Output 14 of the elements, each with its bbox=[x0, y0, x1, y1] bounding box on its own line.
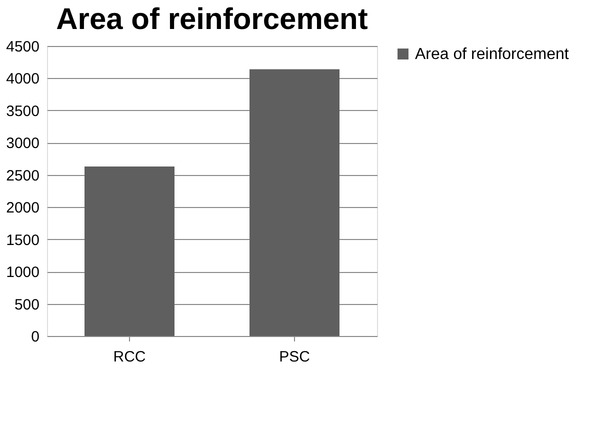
y-tick-label: 4500 bbox=[6, 38, 40, 56]
y-tick-label: 2000 bbox=[6, 200, 40, 217]
y-tick-label: 2500 bbox=[6, 167, 40, 184]
y-tick-label: 1000 bbox=[6, 264, 40, 282]
legend-label: Area of reinforcement bbox=[415, 46, 570, 63]
x-tick-label: RCC bbox=[113, 348, 146, 366]
y-tick-label: 500 bbox=[14, 296, 40, 314]
x-tick-label: PSC bbox=[279, 348, 310, 366]
y-tick-label: 4000 bbox=[6, 70, 40, 88]
y-tick-label: 3000 bbox=[6, 135, 40, 152]
y-tick-label: 3500 bbox=[6, 102, 40, 120]
chart-title: Area of reinforcement bbox=[56, 3, 368, 36]
y-tick-label: 1500 bbox=[6, 232, 40, 249]
y-tick-label: 0 bbox=[31, 328, 40, 346]
